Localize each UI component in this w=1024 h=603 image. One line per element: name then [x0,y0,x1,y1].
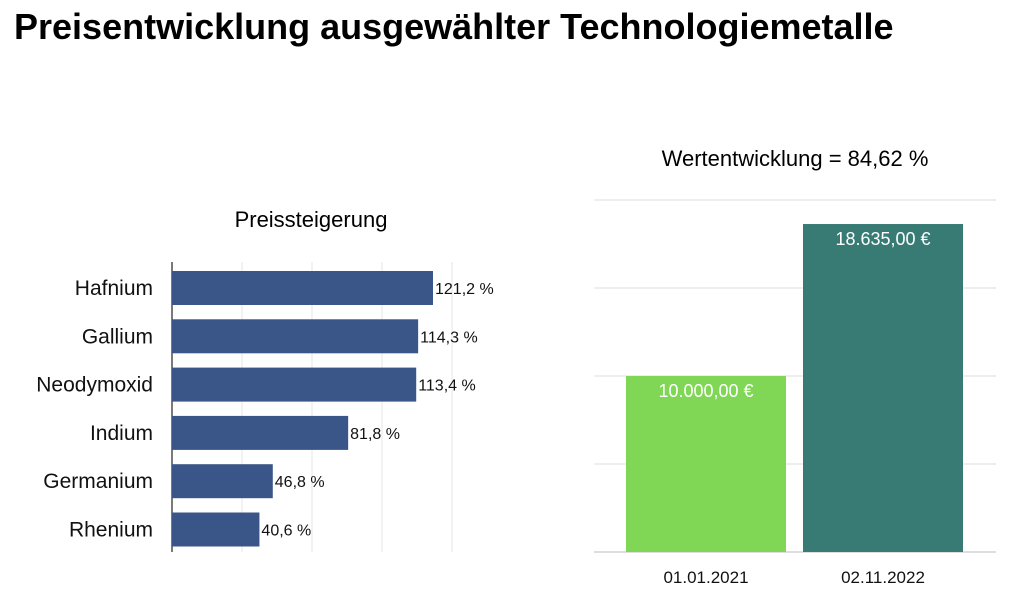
x-tick-label: 02.11.2022 [841,568,925,587]
bar-02.11.2022 [803,224,963,553]
category-label: Neodymoxid [36,374,153,397]
bar-rhenium [172,512,260,547]
category-label: Gallium [82,325,153,348]
bar-hafnium [172,271,433,305]
bar-neodymoxid [172,367,417,402]
category-label: Germanium [43,470,153,493]
value-label: 46,8 % [275,474,325,491]
left-chart-title: Preissteigerung [234,207,388,232]
bar-gallium [172,319,419,354]
price-increase-chart: Hafnium 121,2 % Gallium 114,3 % Neodymoxid 11… [36,262,494,552]
value-development-chart: 10.000,00 € 01.01.2021 18.635,00 € 02.11.20… [594,199,996,587]
right-chart-title: Wertentwicklung = 84,62 % [661,146,929,171]
value-label: 121,2 % [435,281,494,298]
bar-01.01.2021 [626,376,786,552]
value-label: 81,8 % [350,426,400,443]
bar-germanium [172,464,273,499]
value-label: 113,4 % [418,378,476,395]
category-label: Indium [90,422,153,445]
category-label: Rhenium [69,519,153,542]
bar-indium [172,415,349,450]
value-label: 18.635,00 € [835,229,930,249]
category-label: Hafnium [75,277,153,300]
page-title: Preisentwicklung ausgewählter Technologi… [14,6,894,47]
value-label: 40,6 % [261,523,311,540]
x-tick-label: 01.01.2021 [663,568,748,587]
value-label: 114,3 % [420,329,478,346]
value-label: 10.000,00 € [658,381,753,401]
